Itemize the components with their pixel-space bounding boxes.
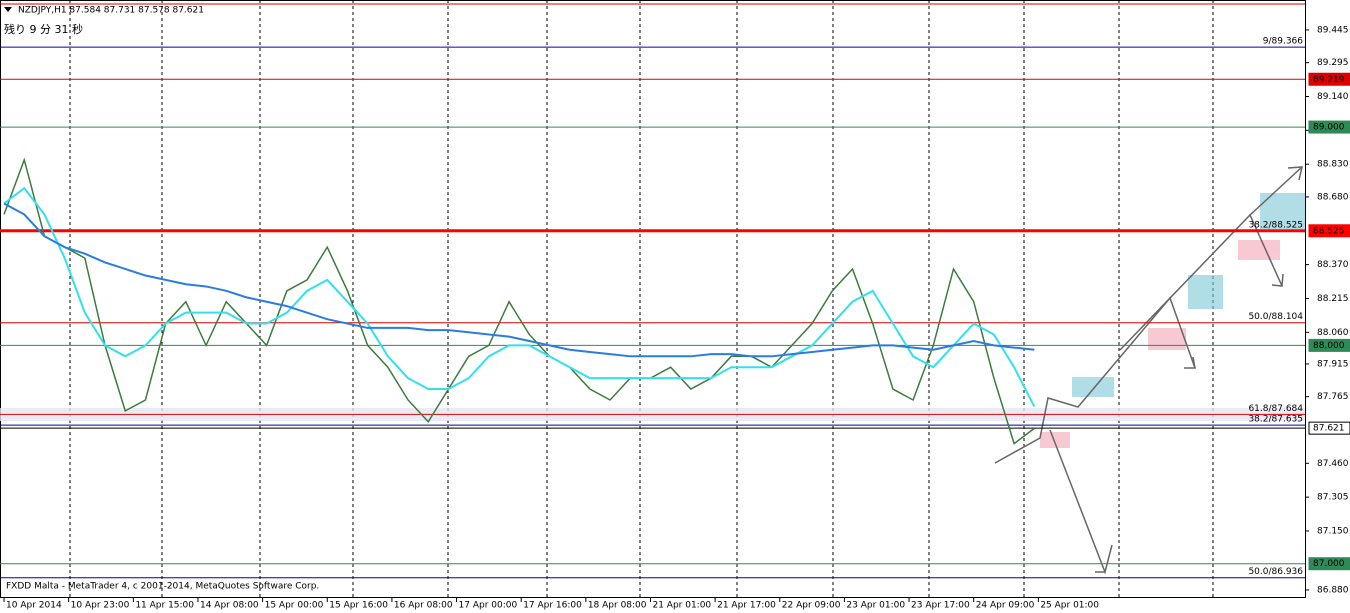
x-tick-label: 10 Apr 23:00 [71,601,130,611]
x-tick-label: 21 Apr 17:00 [717,601,776,611]
y-tick-label: 88.370 [1317,260,1349,270]
x-tick-label: 25 Apr 01:00 [1040,601,1099,611]
forecast-box [1188,275,1223,309]
day-separators [69,0,1214,598]
x-tick-label: 16 Apr 08:00 [394,601,453,611]
level-tag: 50.0/86.936 [1248,567,1303,577]
x-tick-label: 10 Apr 2014 [6,601,62,611]
x-tick-label: 18 Apr 08:00 [588,601,647,611]
chart-title: NZDJPY,H1 87.584 87.731 87.578 87.621 [18,6,204,16]
price-box-label: 87.621 [1313,424,1345,434]
level-tag: 50.0/88.104 [1248,312,1303,322]
level-tag: 38.2/88.525 [1248,220,1303,230]
y-tick-label: 87.765 [1317,392,1349,402]
x-tick-label: 23 Apr 01:00 [846,601,905,611]
y-tick-label: 86.880 [1317,585,1349,595]
x-tick-label: 24 Apr 09:00 [976,601,1035,611]
x-tick-label: 23 Apr 17:00 [911,601,970,611]
x-tick-label: 11 Apr 15:00 [135,601,194,611]
forecast-arrows [994,166,1303,575]
y-tick-label: 87.460 [1317,459,1349,469]
y-tick-label: 87.305 [1317,493,1349,503]
timer: 残り 9 分 31 秒 [4,22,83,36]
y-tick-label: 88.680 [1317,192,1349,202]
footer: FXDD Malta - MetaTrader 4, c 2001-2014, … [6,582,319,592]
price-box [1308,557,1350,571]
forecast-box [1238,240,1280,260]
price-box [1308,224,1350,238]
x-tick-label: 17 Apr 16:00 [523,601,582,611]
price-box-label: 89.219 [1313,75,1345,85]
price-box-label: 88.000 [1313,341,1345,351]
level-tag: 61.8/87.684 [1248,404,1303,414]
plot-frame [0,0,1306,598]
y-tick-label: 87.915 [1317,359,1349,369]
forecast-path [1249,166,1303,216]
arrow-head [1184,356,1196,369]
forecast-box [1072,377,1114,397]
x-tick-label: 17 Apr 00:00 [459,601,518,611]
price-box [1308,421,1350,435]
y-tick-label: 89.140 [1317,92,1349,102]
forecast-box [1040,432,1070,448]
series-line [3,186,1036,407]
price-box [1308,120,1350,134]
forecast-box [1148,328,1186,350]
y-tick-label: 89.295 [1317,58,1349,68]
forecast-path [994,296,1196,464]
arrow-head [1271,273,1284,287]
y-tick-label: 87.150 [1317,526,1349,536]
title-arrow [4,7,12,12]
x-tick-label: 14 Apr 08:00 [200,601,259,611]
x-tick-label: 22 Apr 09:00 [782,601,841,611]
price-box [1308,72,1350,86]
level-tag: 38.2/87.635 [1248,415,1303,425]
y-tick-label: 88.215 [1317,294,1349,304]
y-tick-label: 89.445 [1317,25,1349,35]
price-box-label: 89.000 [1313,123,1345,133]
price-box-label: 88.525 [1313,226,1345,236]
x-tick-label: 15 Apr 00:00 [265,601,324,611]
y-tick-label: 88.830 [1317,160,1349,170]
arrow-head [1287,166,1303,181]
x-tick-label: 21 Apr 01:00 [652,601,711,611]
forecast-boxes [1040,193,1305,448]
price-box-label: 87.000 [1313,559,1345,569]
price-box [1308,338,1350,352]
series-line [3,202,1035,358]
level-tag: 9/89.366 [1263,37,1304,47]
x-tick-label: 15 Apr 16:00 [329,601,388,611]
y-tick-label: 88.060 [1317,328,1349,338]
